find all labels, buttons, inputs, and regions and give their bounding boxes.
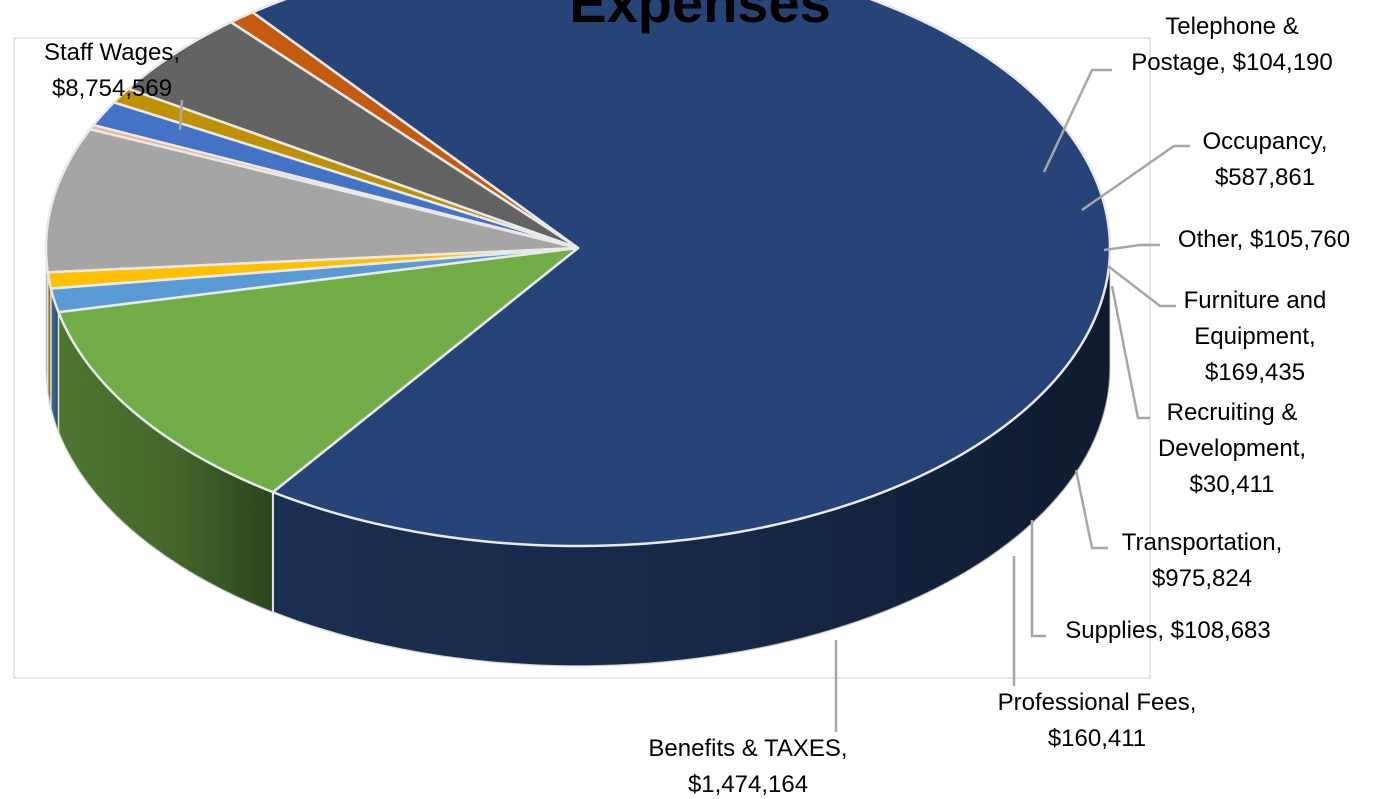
slice-transportation	[44, 128, 580, 274]
side-shade-staff-wages	[272, 248, 1110, 666]
leader-lines	[178, 68, 1190, 732]
data-label-professional-fees-line-1: Professional Fees,	[998, 689, 1197, 716]
data-label-other-line-1: Other, $105,760	[1178, 226, 1350, 253]
data-label-recruiting-and-development-line-3: $30,411	[1190, 471, 1275, 498]
data-label-staff-wages: Staff Wages, $8,754,569	[44, 39, 180, 102]
data-label-transportation: Transportation, $975,824	[1122, 529, 1283, 592]
data-label-benefits-and-taxes: Benefits & TAXES, $1,474,164	[648, 735, 847, 798]
data-label-telephone-and-postage-line-2: Postage, $104,190	[1131, 49, 1333, 76]
data-label-recruiting-and-development-line-2: Development,	[1158, 435, 1306, 462]
data-label-staff-wages-line-1: Staff Wages,	[44, 39, 180, 66]
leader-other	[1103, 243, 1160, 252]
data-label-occupancy-line-2: $587,861	[1215, 164, 1315, 191]
leader-telephone-and-postage	[1042, 68, 1112, 173]
data-label-supplies: Supplies, $108,683	[1065, 617, 1271, 644]
slice-occupancy	[127, 20, 580, 250]
side-shade-benefits-and-taxes	[58, 312, 273, 613]
data-label-professional-fees-line-2: $160,411	[1048, 725, 1146, 752]
slice-benefits-and-taxes	[57, 246, 580, 494]
slice-staff-wages	[251, 0, 1112, 548]
data-label-occupancy: Occupancy, $587,861	[1203, 128, 1328, 191]
leader-occupancy	[1081, 144, 1190, 212]
side-shade-supplies	[47, 272, 51, 409]
data-label-recruiting-and-development: Recruiting & Development, $30,411	[1158, 399, 1306, 498]
data-label-transportation-line-2: $975,824	[1152, 565, 1252, 592]
data-label-recruiting-and-development-line-1: Recruiting &	[1167, 399, 1298, 426]
data-label-furniture-and-equipment-line-2: Equipment,	[1194, 323, 1315, 350]
leader-furniture-and-equipment	[1107, 265, 1176, 308]
data-label-benefits-and-taxes-line-1: Benefits & TAXES,	[648, 735, 847, 762]
leader-supplies	[1030, 520, 1046, 638]
data-labels: Staff Wages, $8,754,569 Telephone & Postage…	[44, 13, 1350, 798]
data-label-professional-fees: Professional Fees, $160,411	[998, 689, 1197, 752]
data-label-furniture-and-equipment: Furniture and Equipment, $169,435	[1184, 287, 1327, 386]
data-label-telephone-and-postage-line-1: Telephone &	[1165, 13, 1298, 40]
leader-recruiting-and-development	[1110, 285, 1150, 420]
data-label-telephone-and-postage: Telephone & Postage, $104,190	[1131, 13, 1333, 76]
leader-staff-wages	[178, 99, 184, 131]
pie-tops	[44, 0, 1112, 548]
data-label-transportation-line-1: Transportation,	[1122, 529, 1283, 556]
data-label-staff-wages-line-2: $8,754,569	[52, 75, 172, 102]
data-label-occupancy-line-1: Occupancy,	[1203, 128, 1328, 155]
leader-transportation	[1074, 469, 1108, 550]
data-label-supplies-line-1: Supplies, $108,683	[1065, 617, 1271, 644]
chart-title: Expenses	[569, 0, 831, 34]
data-label-benefits-and-taxes-line-2: $1,474,164	[688, 771, 808, 798]
data-label-other: Other, $105,760	[1178, 226, 1350, 253]
data-label-furniture-and-equipment-line-3: $169,435	[1205, 359, 1305, 386]
side-shade-professional-fees	[50, 288, 59, 433]
data-label-furniture-and-equipment-line-1: Furniture and	[1184, 287, 1327, 314]
